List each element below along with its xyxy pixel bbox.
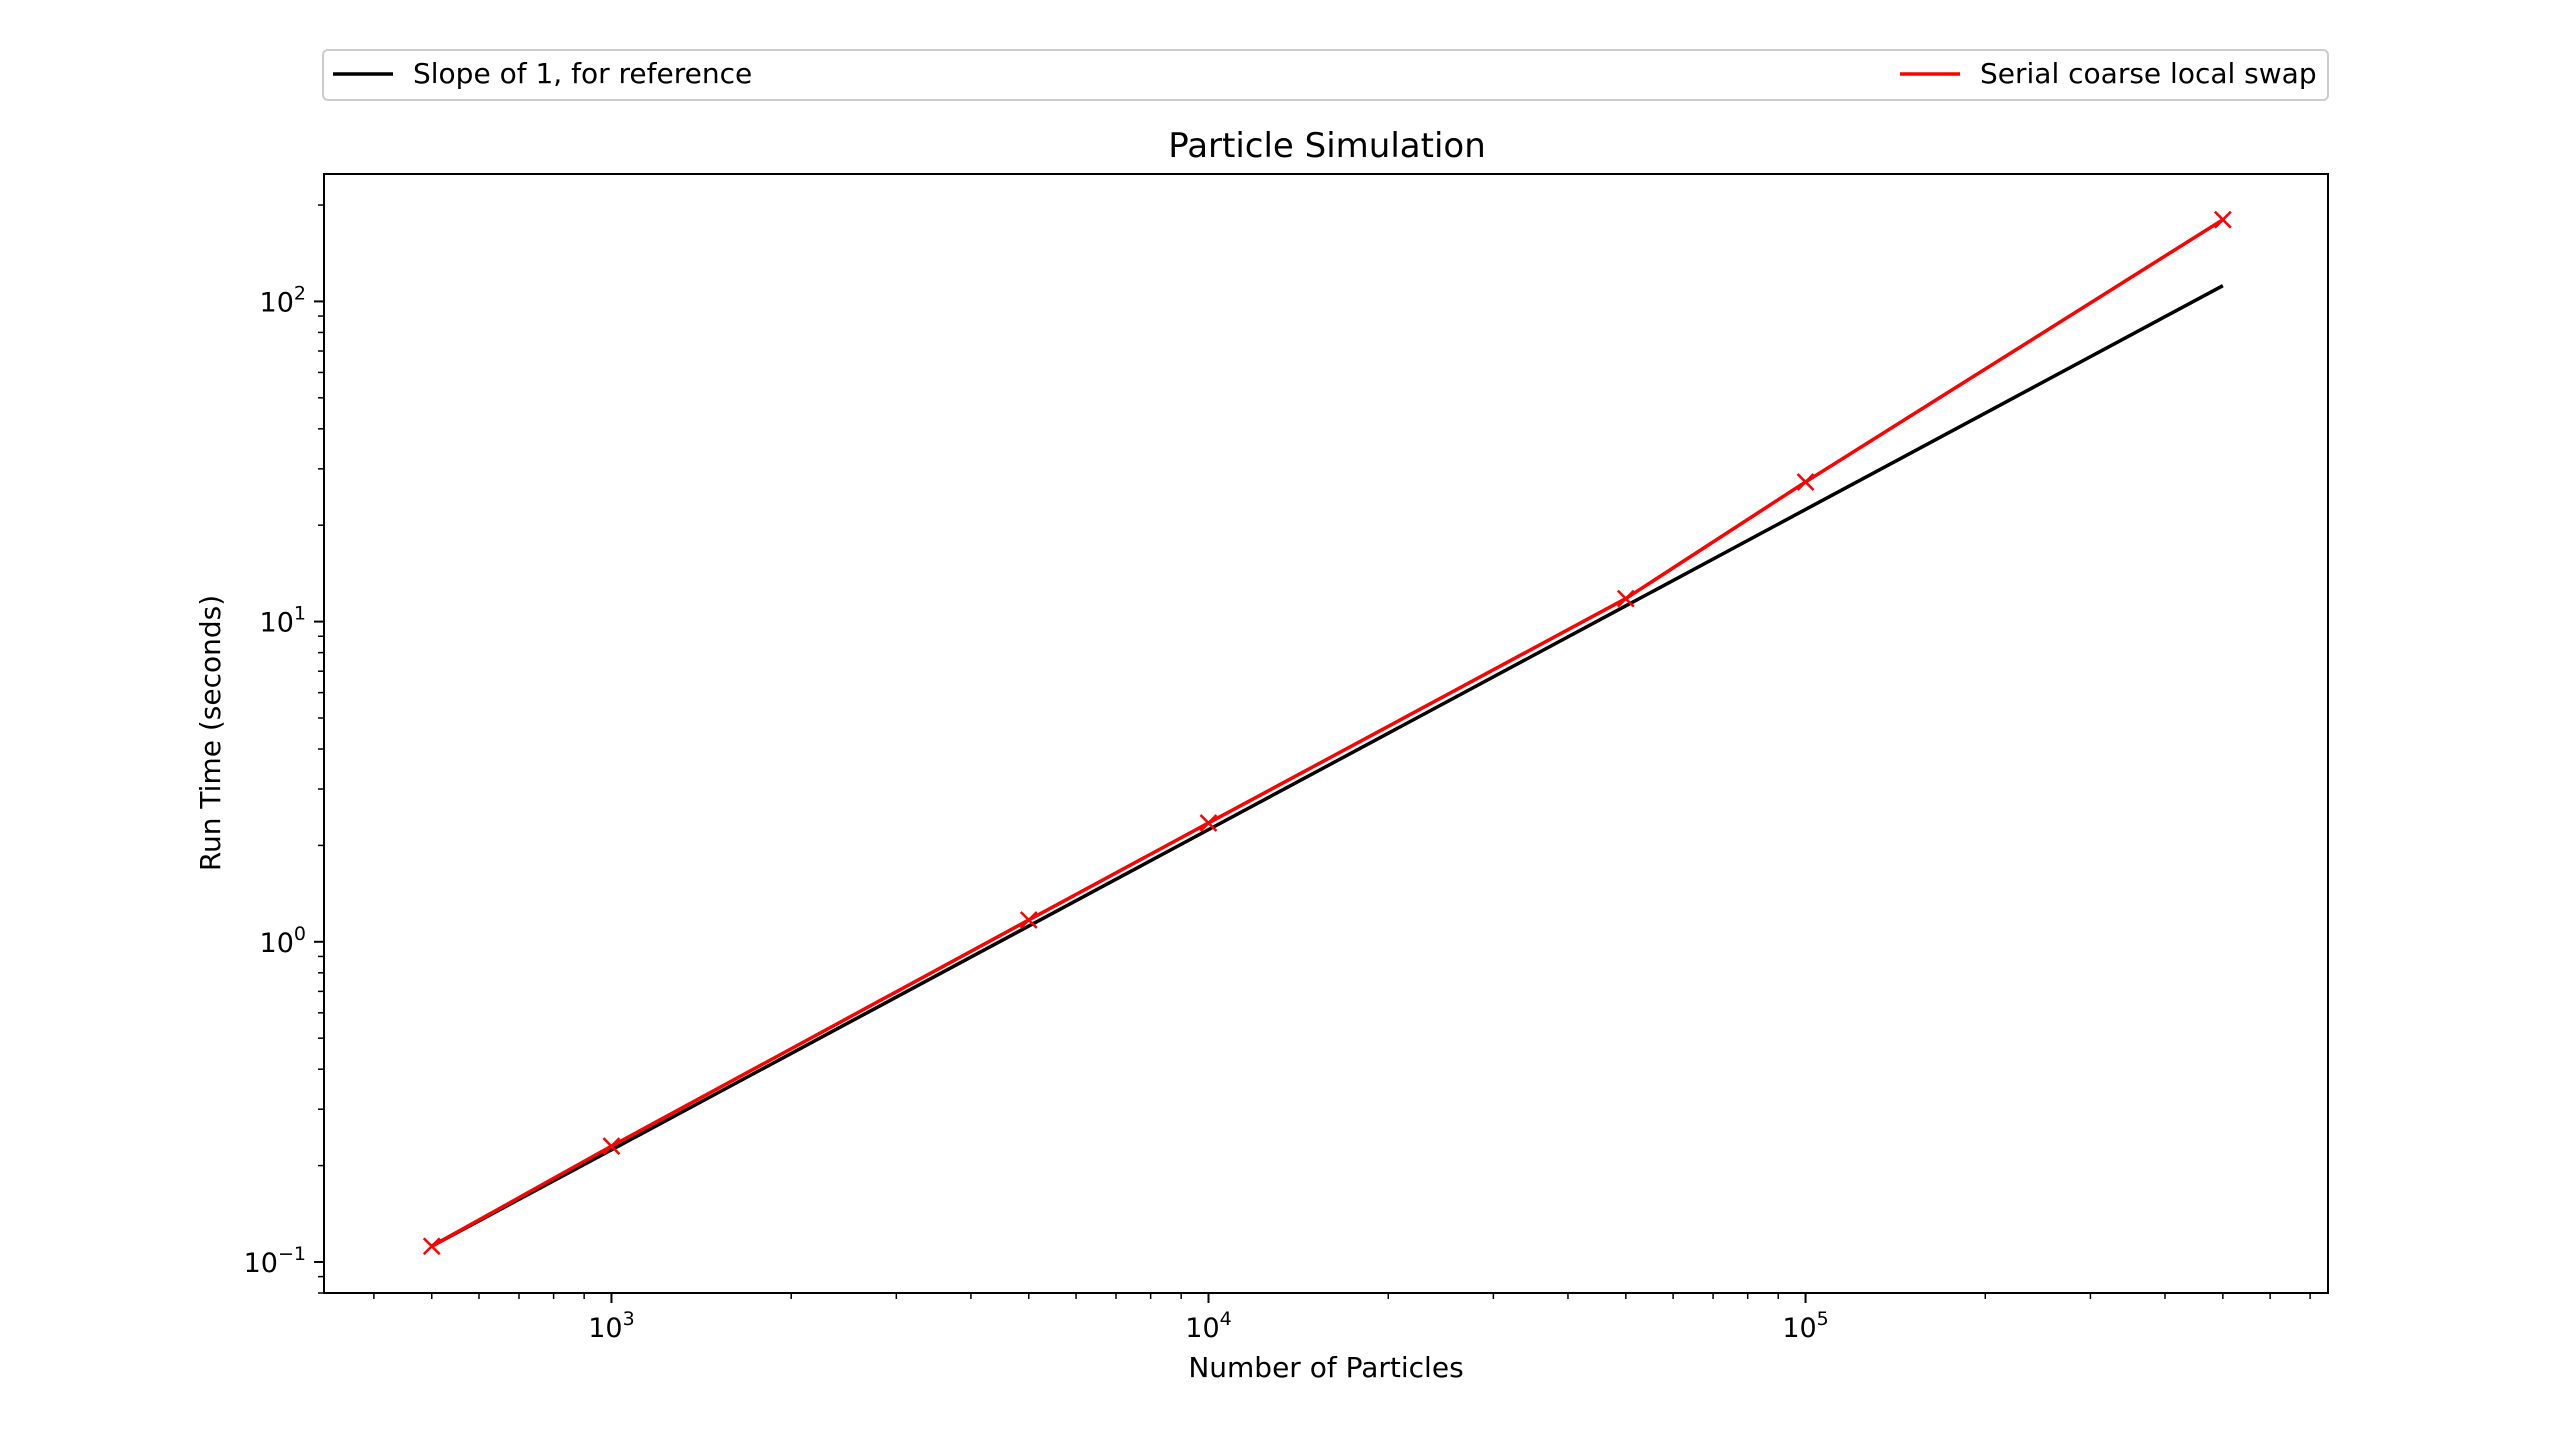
data-point-stroke xyxy=(602,1137,621,1156)
data-point-stroke xyxy=(1199,814,1218,832)
x-tick-label: 105 xyxy=(1782,1308,1828,1344)
legend: Slope of 1, for reference Serial coarse … xyxy=(322,49,2329,101)
plot-area xyxy=(323,173,2329,1294)
series-layer xyxy=(422,210,2232,1256)
x-axis-label: Number of Particles xyxy=(1188,1351,1463,1384)
x-tick-label: 104 xyxy=(1185,1308,1231,1344)
y-tick-label: 102 xyxy=(260,282,306,318)
data-point-stroke xyxy=(2213,210,2232,229)
chart-title: Particle Simulation xyxy=(1168,126,1486,166)
y-axis-label: Run Time (seconds) xyxy=(194,595,227,871)
data-point xyxy=(602,1137,621,1156)
data-point xyxy=(2213,210,2232,229)
legend-label-serial-coarse: Serial coarse local swap xyxy=(1980,57,2317,90)
data-point-stroke xyxy=(1616,589,1635,608)
data-point-stroke xyxy=(1019,911,1038,929)
data-point xyxy=(422,1237,441,1256)
data-point xyxy=(1796,473,1815,491)
y-tick-label: 10−1 xyxy=(244,1243,306,1279)
x-axis: 103 104 105 xyxy=(373,1293,2311,1344)
series-line-slope-reference xyxy=(430,284,2224,1248)
y-tick-label: 100 xyxy=(260,923,306,959)
data-point-stroke xyxy=(1796,473,1815,491)
x-tick-label: 103 xyxy=(588,1308,634,1344)
data-point xyxy=(1199,814,1218,832)
legend-label-slope-reference: Slope of 1, for reference xyxy=(413,57,752,90)
data-point xyxy=(1019,911,1038,929)
y-axis: 10−1 100 101 102 xyxy=(244,204,324,1294)
data-point-stroke xyxy=(422,1237,441,1256)
legend-frame xyxy=(322,49,2329,101)
y-tick-label: 101 xyxy=(260,603,306,639)
data-point xyxy=(1616,589,1635,608)
